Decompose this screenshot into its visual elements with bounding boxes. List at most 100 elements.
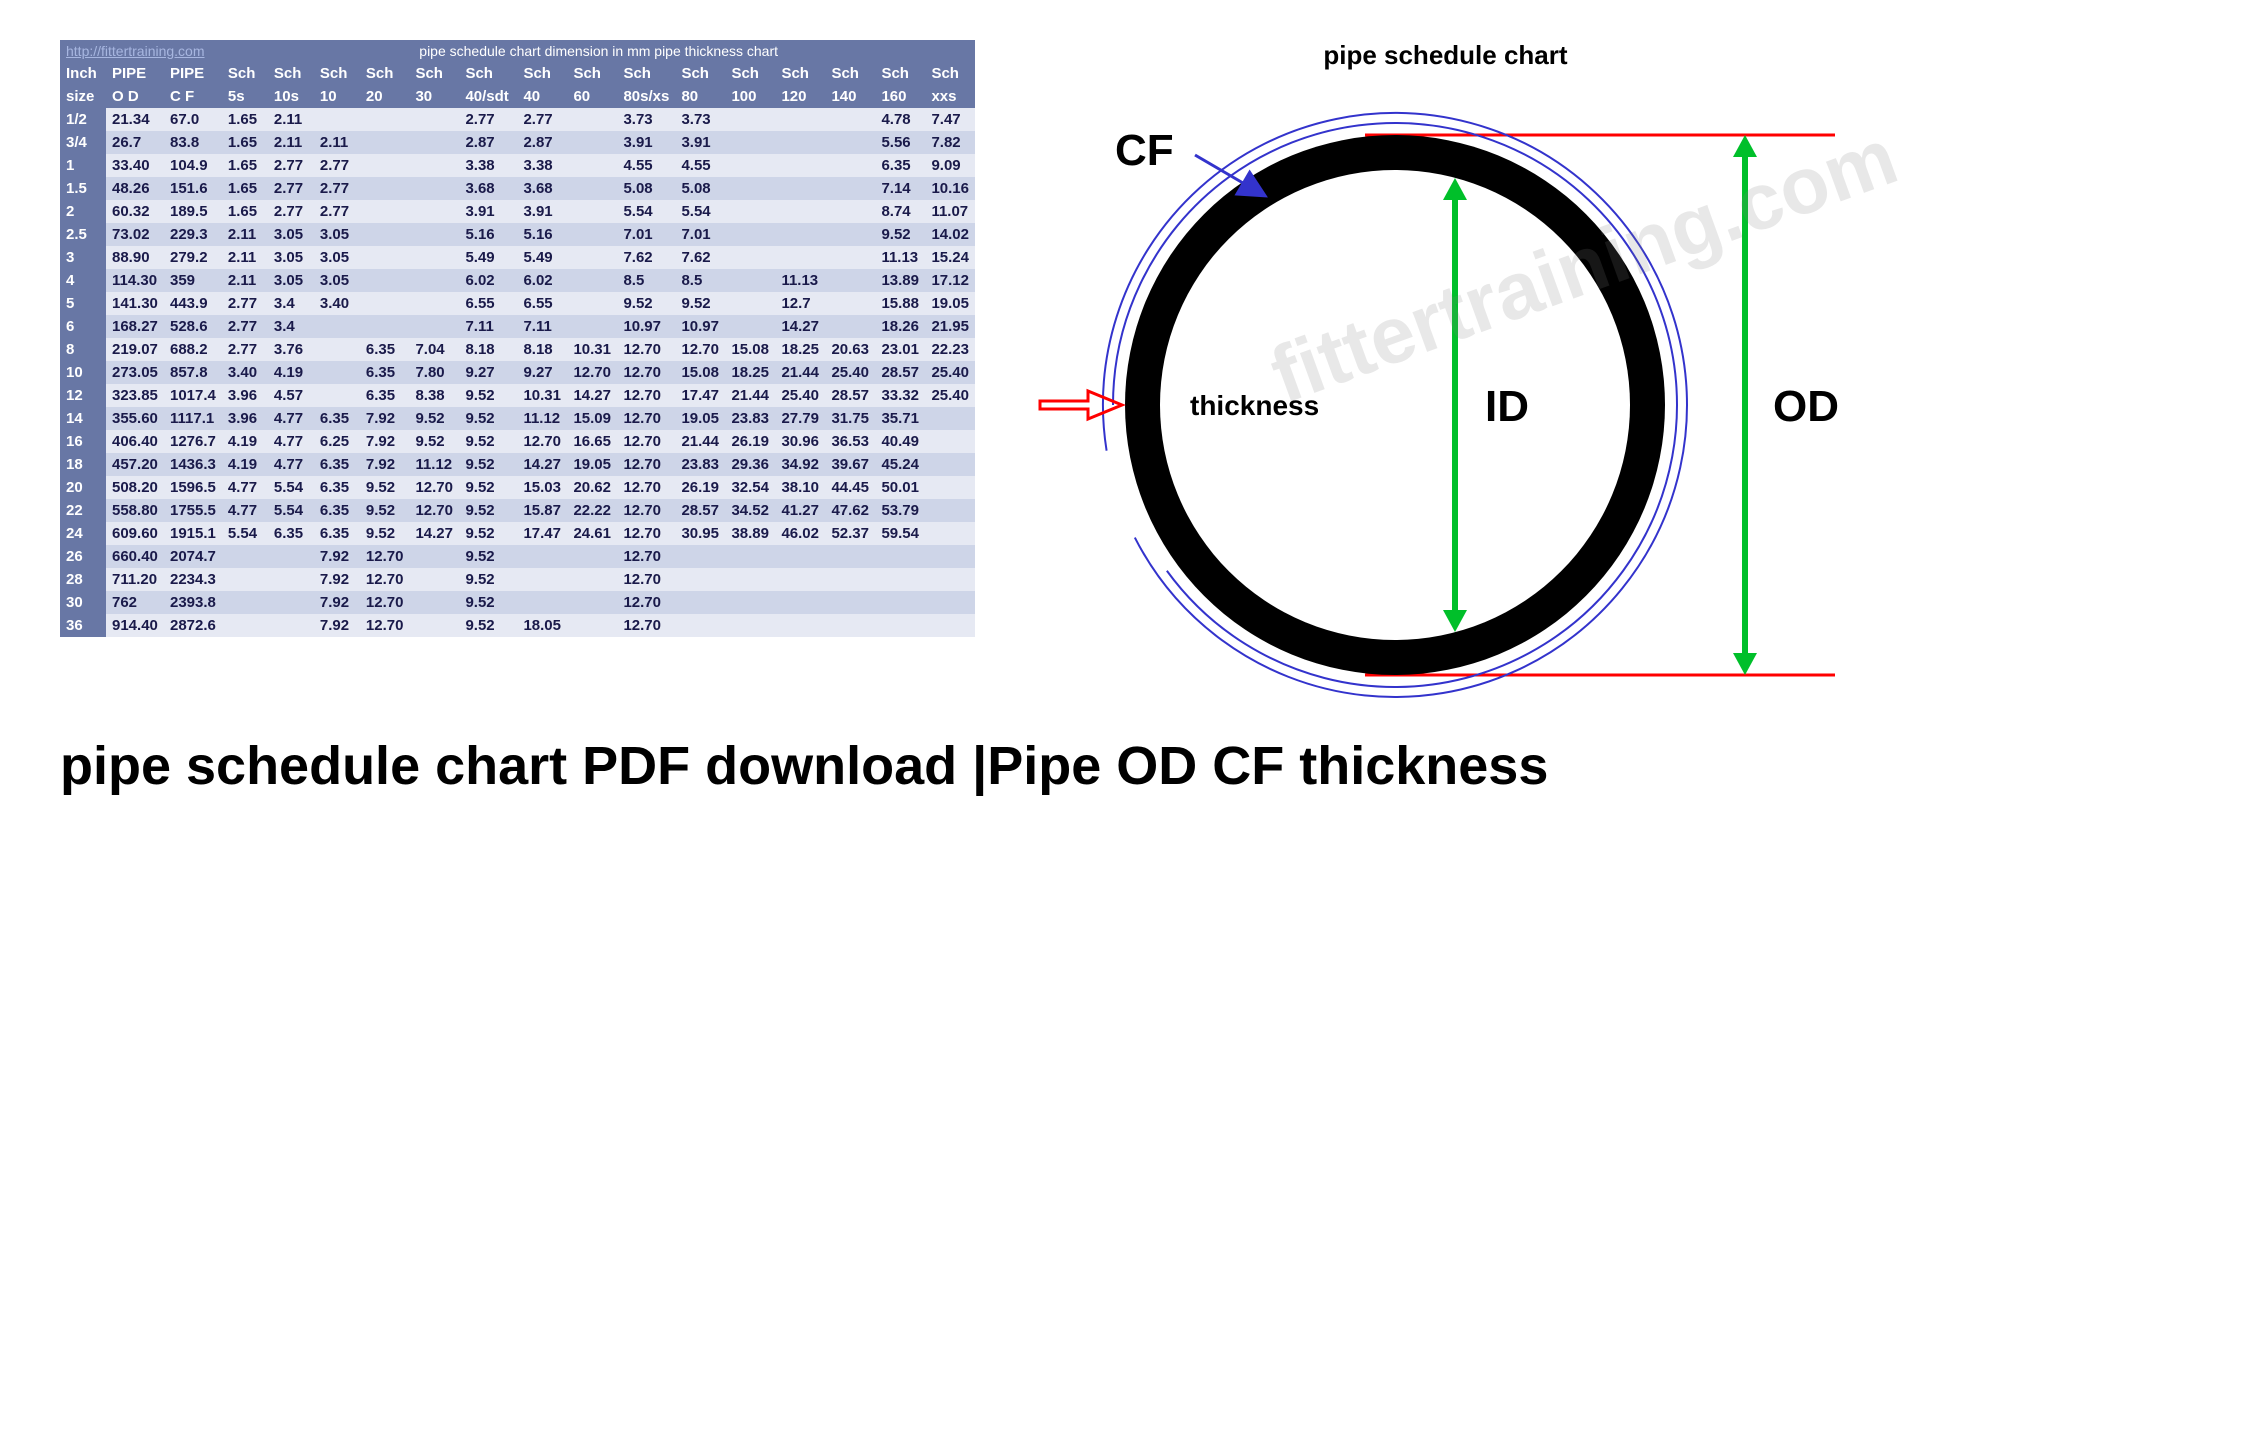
table-cell: 7.11 [517, 315, 567, 338]
table-cell: 4.77 [268, 430, 314, 453]
table-cell [360, 269, 410, 292]
table-cell: 1436.3 [164, 453, 222, 476]
table-cell [409, 131, 459, 154]
table-row: 26660.402074.77.9212.709.5212.70 [60, 545, 975, 568]
table-cell: 12.70 [617, 545, 675, 568]
table-cell: 1.65 [222, 154, 268, 177]
table-cell: 5.49 [517, 246, 567, 269]
table-cell: 4.77 [222, 476, 268, 499]
table-cell: 1.65 [222, 131, 268, 154]
table-cell: 857.8 [164, 361, 222, 384]
table-cell: 9.52 [459, 430, 517, 453]
table-cell: 45.24 [875, 453, 925, 476]
table-cell: 36.53 [825, 430, 875, 453]
row-size-label: 2.5 [60, 223, 106, 246]
table-cell: 1117.1 [164, 407, 222, 430]
table-cell: 7.62 [675, 246, 725, 269]
table-cell: 18.05 [517, 614, 567, 637]
table-cell: 25.40 [925, 384, 975, 407]
table-cell: 19.05 [567, 453, 617, 476]
table-cell [314, 338, 360, 361]
table-cell: 5.16 [517, 223, 567, 246]
table-header-cell: C F [164, 85, 222, 108]
table-cell: 26.19 [675, 476, 725, 499]
table-row: 1/221.3467.01.652.112.772.773.733.734.78… [60, 108, 975, 131]
table-cell: 9.52 [459, 568, 517, 591]
table-header-row: InchPIPEPIPESchSchSchSchSchSchSchSchSchS… [60, 62, 975, 85]
table-cell: 29.36 [725, 453, 775, 476]
table-source-link[interactable]: http://fittertraining.com [66, 43, 205, 59]
table-cell: 15.09 [567, 407, 617, 430]
table-cell: 9.52 [409, 407, 459, 430]
table-header-cell: Sch [567, 62, 617, 85]
table-row: 36914.402872.67.9212.709.5218.0512.70 [60, 614, 975, 637]
table-cell: 3.38 [459, 154, 517, 177]
table-cell: 15.03 [517, 476, 567, 499]
table-cell: 12.70 [617, 430, 675, 453]
table-cell: 30.96 [775, 430, 825, 453]
table-cell [675, 614, 725, 637]
table-cell: 10.97 [617, 315, 675, 338]
table-cell [775, 108, 825, 131]
table-row: 16406.401276.74.194.776.257.929.529.5212… [60, 430, 975, 453]
table-cell [517, 568, 567, 591]
table-cell: 60.32 [106, 200, 164, 223]
table-cell: 20.63 [825, 338, 875, 361]
table-cell: 11.07 [925, 200, 975, 223]
table-cell: 7.92 [360, 407, 410, 430]
table-cell: 18.26 [875, 315, 925, 338]
table-cell: 5.54 [268, 499, 314, 522]
table-row: 3/426.783.81.652.112.112.872.873.913.915… [60, 131, 975, 154]
table-cell: 12.7 [775, 292, 825, 315]
table-cell: 7.47 [925, 108, 975, 131]
table-header-cell: 80 [675, 85, 725, 108]
table-cell: 9.52 [675, 292, 725, 315]
table-cell [825, 108, 875, 131]
table-cell: 16.65 [567, 430, 617, 453]
table-banner-title: pipe schedule chart dimension in mm pipe… [222, 40, 976, 62]
table-header-cell: 20 [360, 85, 410, 108]
table-cell: 168.27 [106, 315, 164, 338]
table-cell [409, 315, 459, 338]
table-header-row: sizeO DC F5s10s10203040/sdt406080s/xs801… [60, 85, 975, 108]
table-cell: 34.92 [775, 453, 825, 476]
table-header-cell: Sch [775, 62, 825, 85]
table-cell: 5.16 [459, 223, 517, 246]
table-cell [409, 591, 459, 614]
table-cell: 47.62 [825, 499, 875, 522]
table-cell: 11.12 [517, 407, 567, 430]
table-cell [360, 246, 410, 269]
table-cell [725, 177, 775, 200]
table-row: 18457.201436.34.194.776.357.9211.129.521… [60, 453, 975, 476]
table-cell: 14.27 [567, 384, 617, 407]
table-row: 24609.601915.15.546.356.359.5214.279.521… [60, 522, 975, 545]
table-cell [775, 223, 825, 246]
row-size-label: 6 [60, 315, 106, 338]
table-row: 6168.27528.62.773.47.117.1110.9710.9714.… [60, 315, 975, 338]
table-cell: 11.13 [875, 246, 925, 269]
table-cell [825, 246, 875, 269]
table-row: 133.40104.91.652.772.773.383.384.554.556… [60, 154, 975, 177]
table-header-cell: Sch [314, 62, 360, 85]
table-cell: 8.74 [875, 200, 925, 223]
row-size-label: 24 [60, 522, 106, 545]
table-cell: 15.88 [875, 292, 925, 315]
table-cell: 9.52 [459, 384, 517, 407]
table-cell: 3.73 [617, 108, 675, 131]
table-cell [567, 246, 617, 269]
table-row: 2.573.02229.32.113.053.055.165.167.017.0… [60, 223, 975, 246]
table-cell: 3.05 [268, 269, 314, 292]
table-cell [567, 269, 617, 292]
table-cell: 7.92 [314, 614, 360, 637]
table-cell [567, 614, 617, 637]
table-cell: 23.83 [675, 453, 725, 476]
table-cell [875, 568, 925, 591]
table-cell [825, 223, 875, 246]
table-cell: 1.65 [222, 200, 268, 223]
table-header-cell: 10s [268, 85, 314, 108]
table-cell: 3.96 [222, 384, 268, 407]
table-cell: 9.52 [459, 407, 517, 430]
id-label: ID [1485, 382, 1529, 431]
table-cell: 18.25 [775, 338, 825, 361]
table-cell [825, 614, 875, 637]
